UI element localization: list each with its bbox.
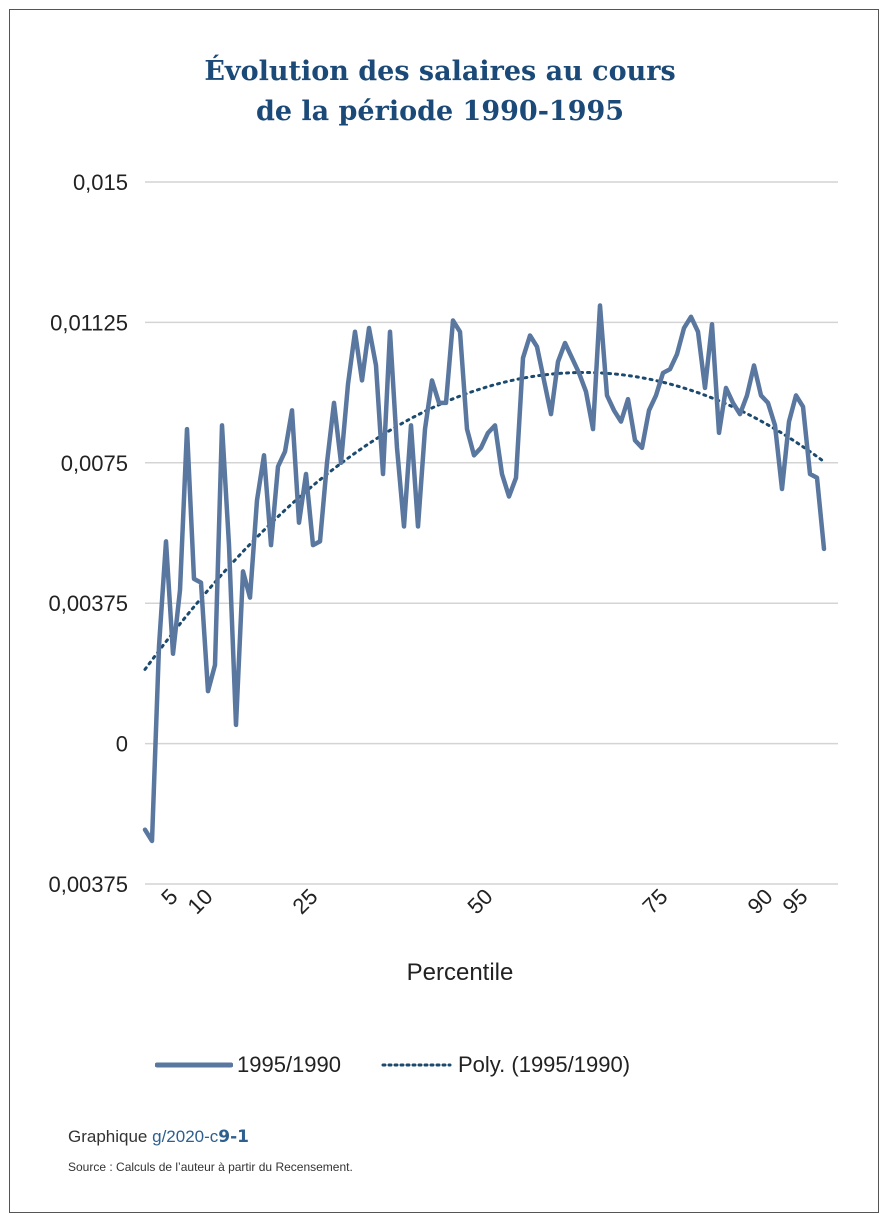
x-axis-label: Percentile xyxy=(407,959,514,986)
legend-item-series: 1995/1990 xyxy=(155,1052,341,1078)
trend-line xyxy=(143,370,826,671)
legend-label-trend: Poly. (1995/1990) xyxy=(458,1052,631,1077)
x-axis-tick-labels: 5 10 25 50 75 90 95 xyxy=(156,884,812,919)
y-tick-label: 0,015 xyxy=(73,170,128,195)
figure-frame xyxy=(9,9,879,1213)
x-tick-label: 95 xyxy=(778,884,813,919)
x-tick-label: 10 xyxy=(183,884,218,919)
caption-code[interactable]: g/2020-c xyxy=(152,1127,219,1146)
x-tick-label: 75 xyxy=(638,884,673,919)
series-line-1995-1990 xyxy=(142,303,827,844)
gridlines xyxy=(145,181,838,885)
x-tick-label: 90 xyxy=(743,884,778,919)
chart-title: Évolution des salaires au cours de la pé… xyxy=(0,52,880,132)
chart-title-line-2: de la période 1990-1995 xyxy=(255,96,625,127)
y-axis-tick-labels: 0,00375 0 0,00375 0,0075 0,01125 0,015 xyxy=(48,170,128,897)
legend-dotted-swatch xyxy=(381,1063,452,1067)
legend-item-trend: Poly. (1995/1990) xyxy=(380,1052,630,1078)
legend-solid-swatch xyxy=(155,1062,233,1068)
caption-number: 9-1 xyxy=(218,1127,250,1147)
legend: 1995/1990 Poly. (1995/1990) xyxy=(0,1052,880,1086)
source-note: Source : Calculs de l’auteur à partir du… xyxy=(68,1160,353,1174)
plot-area xyxy=(142,303,827,844)
chart-title-line-1: Évolution des salaires au cours xyxy=(204,56,676,87)
caption-prefix: Graphique xyxy=(68,1127,153,1146)
x-tick-label: 50 xyxy=(463,884,498,919)
figure-caption: Graphique g/2020-c9-1 xyxy=(68,1127,249,1147)
y-tick-label: 0,00375 xyxy=(48,872,128,897)
x-tick-label: 25 xyxy=(288,884,323,919)
y-tick-label: 0,00375 xyxy=(48,591,128,616)
y-tick-label: 0,01125 xyxy=(50,310,128,335)
y-tick-label: 0,0075 xyxy=(61,451,128,476)
y-tick-label: 0 xyxy=(116,732,128,757)
x-tick-label: 5 xyxy=(156,884,182,910)
legend-label-series: 1995/1990 xyxy=(237,1052,341,1077)
